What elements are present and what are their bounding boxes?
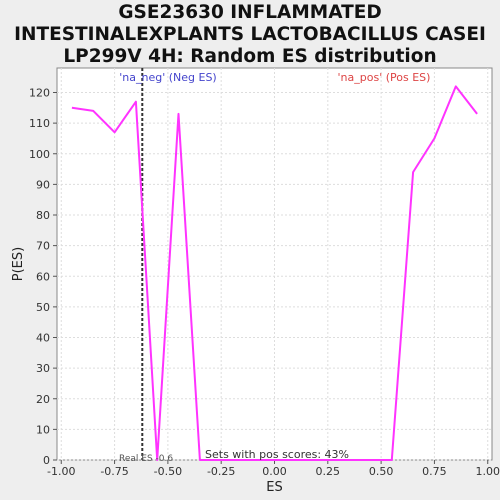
y-tick-label: 20 (36, 393, 50, 406)
pos-scores-label: Sets with pos scores: 43% (205, 448, 349, 461)
x-axis-label: ES (266, 480, 282, 495)
y-tick-label: 80 (36, 209, 50, 222)
y-tick-label: 40 (36, 332, 50, 345)
y-tick-label: 110 (29, 117, 50, 130)
y-tick-label: 90 (36, 178, 50, 191)
real-es-label: Real ES -0.6 (119, 454, 173, 464)
axes: 0 10 20 30 40 50 60 70 80 90 100 110 120 -1.00 -0.75 -0… (29, 87, 500, 479)
x-tick-label: 0.50 (369, 465, 394, 478)
x-tick-label: -0.75 (100, 465, 128, 478)
y-tick-label: 50 (36, 301, 50, 314)
x-tick-label: -0.50 (154, 465, 182, 478)
chart-title-line-3: LP299V 4H: Random ES distribution (63, 46, 437, 67)
y-tick-label: 60 (36, 270, 50, 283)
grid-lines (57, 68, 492, 461)
x-tick-label: 1.00 (475, 465, 500, 478)
x-tick-label: 0.25 (316, 465, 341, 478)
x-tick-label: 0.75 (422, 465, 447, 478)
y-tick-label: 70 (36, 240, 50, 253)
y-tick-label: 0 (43, 454, 50, 467)
y-tick-label: 120 (29, 87, 50, 100)
y-tick-label: 30 (36, 362, 50, 375)
x-tick-label: -1.00 (47, 465, 75, 478)
pos-es-label: 'na_pos' (Pos ES) (338, 71, 431, 84)
y-axis-label: P(ES) (11, 247, 26, 281)
y-tick-label: 100 (29, 148, 50, 161)
chart-title-line-1: GSE23630 INFLAMMATED (118, 2, 382, 23)
es-curve-line (71, 85, 478, 461)
chart-title-line-2: INTESTINALEXPLANTS LACTOBACILLUS CASEI (14, 24, 486, 45)
y-tick-label: 10 (36, 423, 50, 436)
x-tick-label: -0.25 (207, 465, 235, 478)
chart-title: GSE23630 INFLAMMATED INTESTINALEXPLANTS … (0, 2, 500, 68)
neg-es-label: 'na_neg' (Neg ES) (119, 71, 216, 84)
x-tick-label: 0.00 (262, 465, 287, 478)
